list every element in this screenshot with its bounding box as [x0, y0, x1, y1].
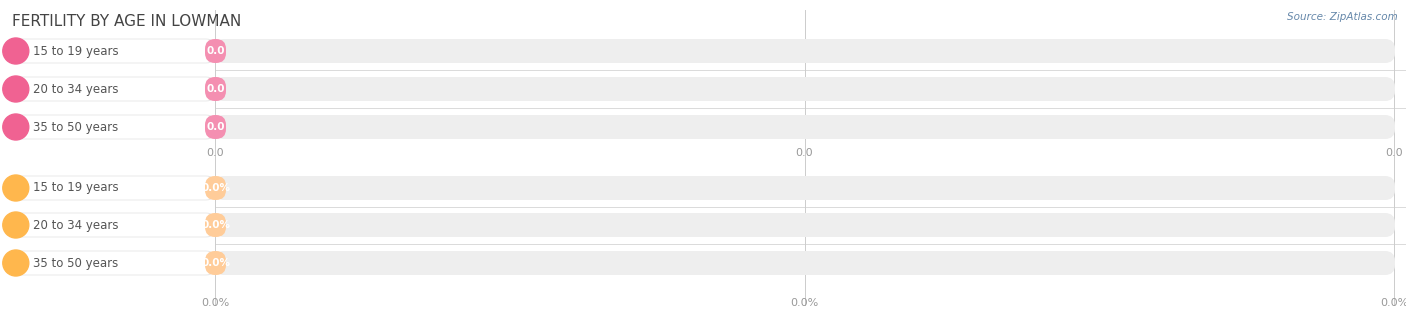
- Text: 0.0: 0.0: [207, 46, 225, 56]
- Circle shape: [3, 76, 28, 102]
- Circle shape: [3, 114, 28, 140]
- Text: 0.0: 0.0: [207, 148, 224, 158]
- FancyBboxPatch shape: [214, 39, 1395, 63]
- FancyBboxPatch shape: [205, 77, 226, 101]
- FancyBboxPatch shape: [7, 176, 217, 200]
- Text: 0.0: 0.0: [1385, 148, 1403, 158]
- FancyBboxPatch shape: [205, 251, 226, 275]
- FancyBboxPatch shape: [7, 115, 217, 139]
- Text: 20 to 34 years: 20 to 34 years: [32, 218, 118, 231]
- Text: 0.0: 0.0: [207, 84, 225, 94]
- FancyBboxPatch shape: [214, 251, 1395, 275]
- Text: 0.0%: 0.0%: [1379, 298, 1406, 308]
- FancyBboxPatch shape: [205, 213, 226, 237]
- FancyBboxPatch shape: [214, 115, 1395, 139]
- Text: 15 to 19 years: 15 to 19 years: [32, 181, 118, 195]
- Circle shape: [3, 38, 28, 64]
- Text: 0.0%: 0.0%: [201, 298, 229, 308]
- Text: 0.0%: 0.0%: [201, 220, 231, 230]
- Circle shape: [3, 212, 28, 238]
- Circle shape: [3, 175, 28, 201]
- FancyBboxPatch shape: [214, 176, 1395, 200]
- FancyBboxPatch shape: [7, 251, 217, 275]
- Text: FERTILITY BY AGE IN LOWMAN: FERTILITY BY AGE IN LOWMAN: [13, 14, 242, 29]
- FancyBboxPatch shape: [7, 39, 217, 63]
- FancyBboxPatch shape: [7, 77, 217, 101]
- FancyBboxPatch shape: [214, 213, 1395, 237]
- FancyBboxPatch shape: [205, 115, 226, 139]
- Text: 0.0: 0.0: [207, 122, 225, 132]
- Text: 35 to 50 years: 35 to 50 years: [32, 120, 118, 133]
- Text: 0.0: 0.0: [796, 148, 813, 158]
- Text: Source: ZipAtlas.com: Source: ZipAtlas.com: [1288, 12, 1398, 22]
- Text: 20 to 34 years: 20 to 34 years: [32, 82, 118, 96]
- FancyBboxPatch shape: [205, 39, 226, 63]
- Text: 35 to 50 years: 35 to 50 years: [32, 257, 118, 269]
- Text: 0.0%: 0.0%: [201, 183, 231, 193]
- Text: 15 to 19 years: 15 to 19 years: [32, 44, 118, 58]
- Text: 0.0%: 0.0%: [201, 258, 231, 268]
- FancyBboxPatch shape: [7, 213, 217, 237]
- FancyBboxPatch shape: [205, 176, 226, 200]
- Circle shape: [3, 250, 28, 276]
- Text: 0.0%: 0.0%: [790, 298, 818, 308]
- FancyBboxPatch shape: [214, 77, 1395, 101]
